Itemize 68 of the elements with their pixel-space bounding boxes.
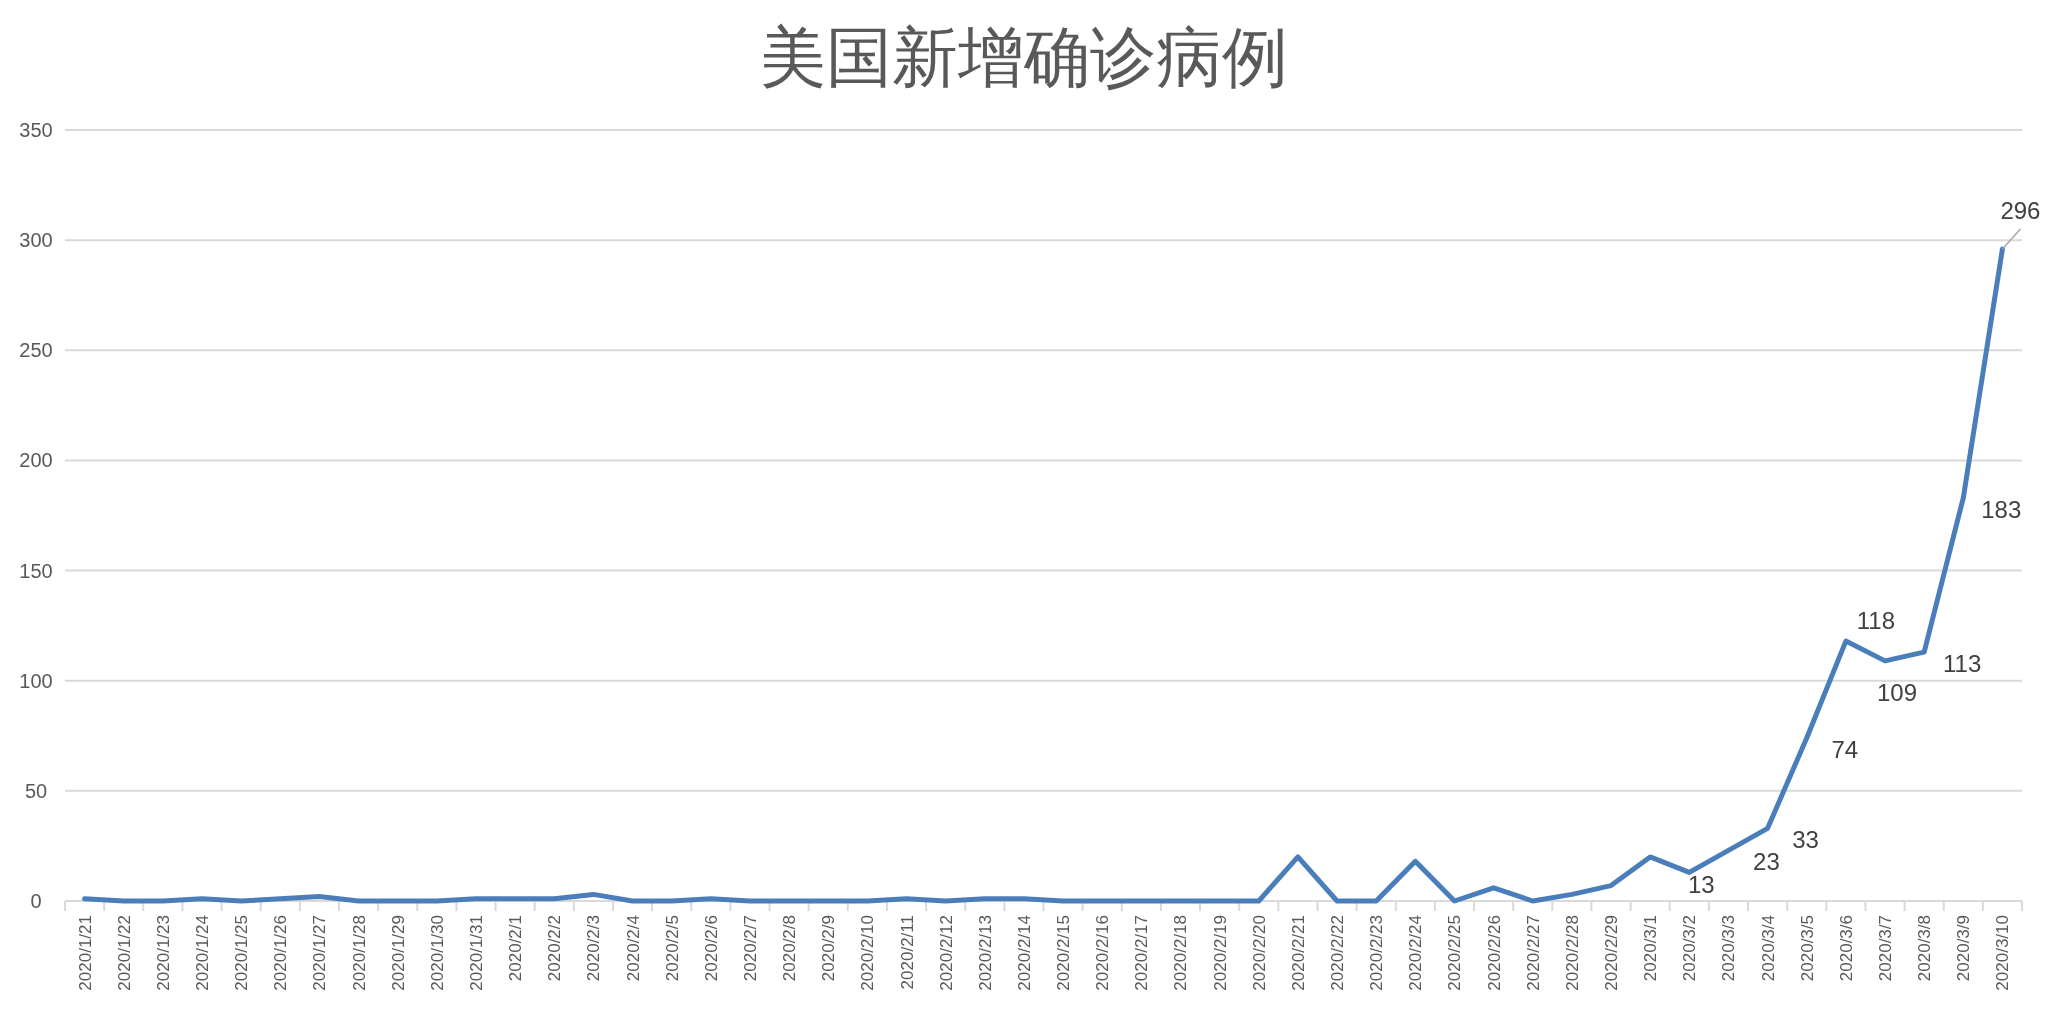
x-tick-label: 2020/1/30 xyxy=(427,915,447,991)
y-tick-label: 0 xyxy=(30,890,42,912)
x-tick-label: 2020/1/27 xyxy=(310,915,330,991)
x-tick-label: 2020/3/8 xyxy=(1915,915,1935,982)
x-tick-label: 2020/2/25 xyxy=(1445,915,1465,991)
x-tick-label: 2020/2/2 xyxy=(545,915,565,982)
x-tick-label: 2020/2/23 xyxy=(1367,915,1387,991)
x-tick-label: 2020/2/15 xyxy=(1054,915,1074,991)
x-tick-label: 2020/3/5 xyxy=(1797,915,1817,982)
x-tick-label: 2020/1/26 xyxy=(271,915,291,991)
x-tick-label: 2020/1/23 xyxy=(153,915,173,991)
data-label: 23 xyxy=(1753,848,1780,876)
y-tick-label: 150 xyxy=(19,559,53,582)
x-tick-label: 2020/3/7 xyxy=(1876,915,1896,982)
x-tick-label: 2020/2/26 xyxy=(1484,915,1504,991)
x-tick-label: 2020/3/9 xyxy=(1954,915,1974,982)
x-tick-label: 2020/2/29 xyxy=(1602,915,1622,991)
x-tick-label: 2020/2/12 xyxy=(936,915,956,991)
x-tick-label: 2020/2/16 xyxy=(1093,915,1113,991)
x-tick-label: 2020/2/13 xyxy=(975,915,995,991)
data-label: 109 xyxy=(1876,678,1918,706)
y-tick-label: 350 xyxy=(19,119,53,141)
chart-title: 美国新增确诊病例 xyxy=(760,19,1288,96)
x-tick-label: 2020/3/6 xyxy=(1836,915,1856,982)
x-tick-label: 2020/2/19 xyxy=(1210,915,1230,991)
x-tick-label: 2020/2/5 xyxy=(662,915,682,982)
x-tick-label: 2020/2/11 xyxy=(897,915,917,990)
data-label: 33 xyxy=(1792,826,1819,854)
x-tick-label: 2020/3/3 xyxy=(1719,915,1739,982)
x-tick-label: 2020/3/2 xyxy=(1680,915,1700,982)
x-tick-label: 2020/2/6 xyxy=(701,915,721,982)
x-tick-label: 2020/2/21 xyxy=(1288,915,1308,991)
x-tick-label: 2020/3/4 xyxy=(1758,915,1778,982)
x-tick-label: 2020/1/25 xyxy=(232,915,252,991)
x-tick-label: 2020/2/28 xyxy=(1562,915,1582,991)
x-tick-label: 2020/1/21 xyxy=(75,915,95,991)
data-label: 296 xyxy=(2000,196,2041,224)
x-tick-label: 2020/2/7 xyxy=(740,915,760,982)
data-label: 183 xyxy=(1981,495,2022,523)
x-tick-label: 2020/3/10 xyxy=(1993,915,2013,991)
x-tick-label: 2020/1/28 xyxy=(349,915,369,991)
x-tick-label: 2020/2/9 xyxy=(819,915,839,982)
data-label: 74 xyxy=(1831,735,1859,763)
x-tick-label: 2020/2/1 xyxy=(506,915,526,982)
x-tick-label: 2020/2/8 xyxy=(780,915,800,982)
data-label: 113 xyxy=(1943,650,1982,678)
x-tick-label: 2020/2/10 xyxy=(858,915,878,991)
x-tick-label: 2020/1/29 xyxy=(388,915,408,991)
x-tick-label: 2020/2/14 xyxy=(1014,915,1034,991)
x-tick-label: 2020/1/24 xyxy=(192,915,212,991)
data-label: 13 xyxy=(1687,871,1715,898)
x-tick-label: 2020/3/1 xyxy=(1641,915,1661,982)
x-tick-label: 2020/2/20 xyxy=(1249,915,1269,991)
x-tick-label: 2020/1/22 xyxy=(114,915,134,991)
x-tick-label: 2020/2/22 xyxy=(1328,915,1348,991)
y-tick-label: 300 xyxy=(19,229,53,252)
y-tick-label: 50 xyxy=(24,779,48,802)
x-tick-label: 2020/2/4 xyxy=(623,915,643,982)
x-tick-label: 2020/2/18 xyxy=(1171,915,1191,991)
y-tick-label: 250 xyxy=(19,339,53,362)
x-tick-label: 2020/2/17 xyxy=(1132,915,1152,991)
y-tick-label: 200 xyxy=(19,449,53,472)
x-tick-label: 2020/2/27 xyxy=(1523,915,1543,991)
data-label: 118 xyxy=(1856,607,1895,635)
y-tick-label: 100 xyxy=(19,669,53,692)
x-tick-label: 2020/2/24 xyxy=(1406,915,1426,991)
x-tick-label: 2020/1/31 xyxy=(466,915,486,991)
x-tick-label: 2020/2/3 xyxy=(584,915,604,982)
